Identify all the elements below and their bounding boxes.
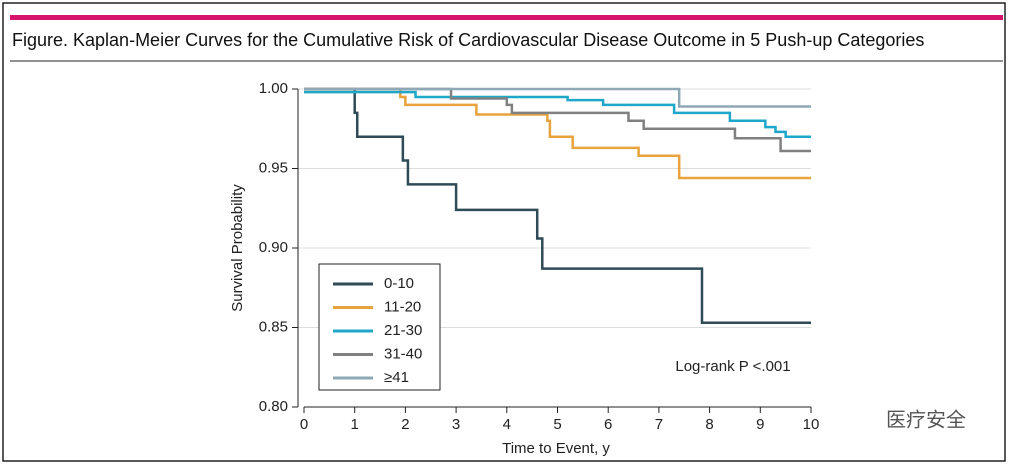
legend-label: 0-10 <box>384 275 414 292</box>
y-tick-label: 0.80 <box>259 398 288 415</box>
watermark: 医疗安全 <box>886 408 966 431</box>
x-tick-label: 6 <box>604 416 612 433</box>
survival-curve <box>304 87 811 180</box>
legend-label: ≥41 <box>384 369 409 386</box>
x-tick-label: 0 <box>300 416 308 433</box>
legend-label: 11-20 <box>384 298 421 315</box>
y-tick-label: 0.95 <box>259 159 288 176</box>
accent-bar <box>10 15 1003 20</box>
survival-curve <box>304 87 811 324</box>
y-tick-label: 1.00 <box>259 80 288 97</box>
x-axis-title: Time to Event, y <box>502 440 610 457</box>
x-tick-label: 3 <box>452 416 460 433</box>
y-tick-label: 0.85 <box>259 318 288 335</box>
x-tick-label: 9 <box>756 416 764 433</box>
x-tick-label: 5 <box>553 416 561 433</box>
x-tick-label: 8 <box>705 416 713 433</box>
legend-label: 21-30 <box>384 322 422 339</box>
x-tick-label: 10 <box>803 416 820 433</box>
annotation: Log-rank P <.001 <box>675 358 790 375</box>
legend-label: 31-40 <box>384 345 422 362</box>
y-tick-label: 0.90 <box>259 239 288 256</box>
x-tick-label: 4 <box>503 416 511 433</box>
x-tick-label: 2 <box>401 416 409 433</box>
survival-curve <box>304 90 811 138</box>
x-tick-label: 7 <box>655 416 663 433</box>
survival-curve <box>304 87 811 153</box>
y-axis-title: Survival Probability <box>229 184 246 312</box>
survival-curve <box>304 87 811 108</box>
x-tick-label: 1 <box>351 416 359 433</box>
chart-title: Figure. Kaplan-Meier Curves for the Cumu… <box>12 30 924 50</box>
